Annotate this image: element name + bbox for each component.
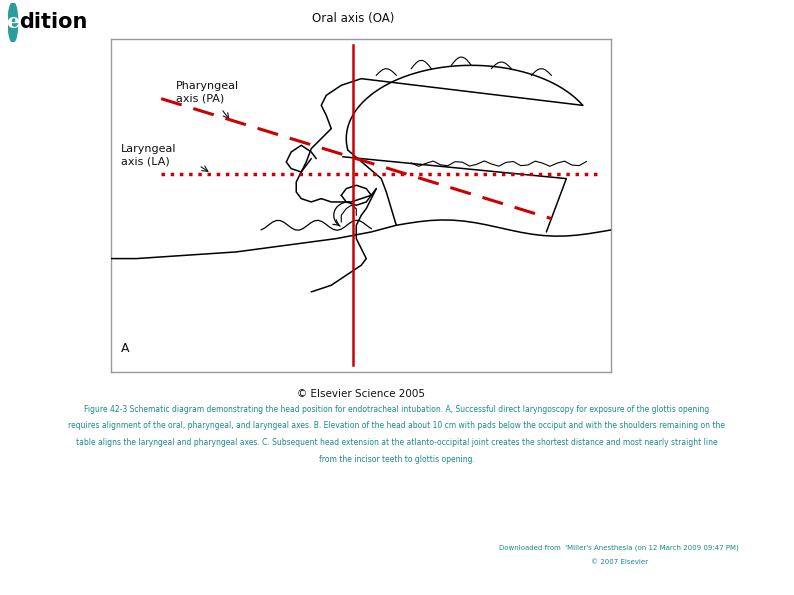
Text: dition: dition	[19, 12, 87, 32]
Text: Pharyngeal
axis (PA): Pharyngeal axis (PA)	[176, 81, 239, 103]
Text: © Elsevier Science 2005: © Elsevier Science 2005	[297, 389, 426, 399]
Text: Figure 42-3 Schematic diagram demonstrating the head position for endotracheal i: Figure 42-3 Schematic diagram demonstrat…	[84, 405, 710, 414]
Text: table aligns the laryngeal and pharyngeal axes. C. Subsequent head extension at : table aligns the laryngeal and pharyngea…	[76, 438, 718, 447]
Text: © 2007 Elsevier: © 2007 Elsevier	[591, 559, 648, 565]
Text: Downloaded from  'Miller's Anesthesia (on 12 March 2009 09:47 PM): Downloaded from 'Miller's Anesthesia (on…	[499, 544, 739, 551]
Circle shape	[8, 2, 17, 42]
Text: requires alignment of the oral, pharyngeal, and laryngeal axes. B. Elevation of : requires alignment of the oral, pharynge…	[68, 421, 726, 430]
Text: from the incisor teeth to glottis opening.: from the incisor teeth to glottis openin…	[319, 455, 475, 464]
Text: Laryngeal
axis (LA): Laryngeal axis (LA)	[121, 144, 176, 167]
Text: e: e	[6, 12, 20, 32]
Text: A: A	[121, 342, 129, 355]
Text: Oral axis (OA): Oral axis (OA)	[312, 12, 395, 26]
